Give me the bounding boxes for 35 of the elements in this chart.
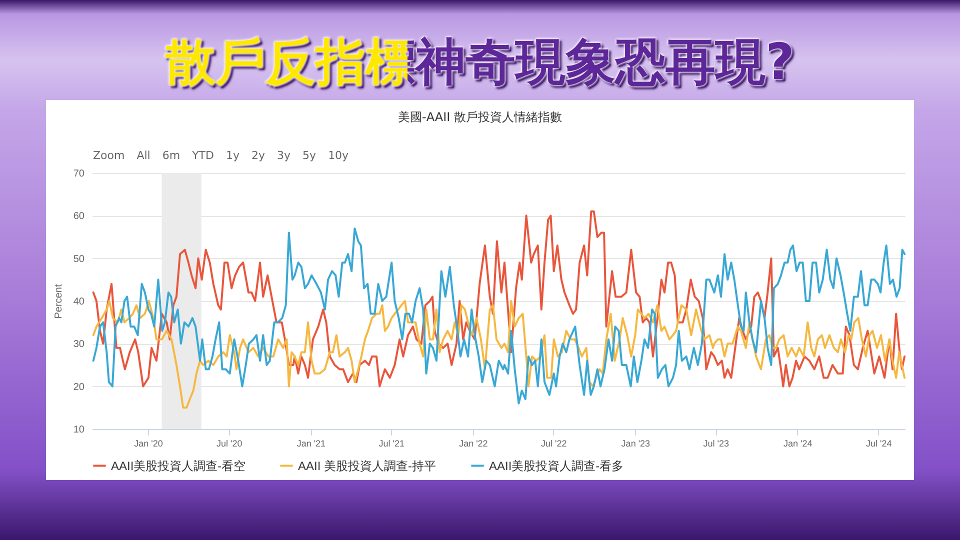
y-tick-label: 30 [73,339,85,350]
x-tick-label: Jan '21 [296,438,326,448]
x-tick-label: Jul '23 [703,438,730,448]
text: 6m [162,149,180,162]
y-tick-label: 70 [73,168,85,180]
text: Zoom [93,149,125,162]
legend-label: AAII美股投資人調查-看多 [489,458,624,473]
text: 5y [302,149,316,162]
chart-subtitle: 美國-AAII 散戶投資人情緒指數 [397,109,563,126]
text: 3y [277,149,291,162]
text: YTD [192,149,214,162]
x-tick-label: Jan '24 [784,438,812,448]
y-axis-title: Percent [53,284,64,319]
y-tick-label: 60 [73,211,85,222]
x-tick-label: Jan '22 [459,438,488,448]
y-tick-label: 20 [73,382,85,393]
x-tick-label: Jul '22 [541,438,567,448]
line-series [92,300,906,409]
line-series [92,227,906,404]
y-tick-label: 10 [73,424,85,436]
y-tick-label: 50 [73,254,85,265]
text: 1y [226,149,240,162]
x-tick-label: Jul '20 [216,438,242,448]
x-tick-label: Jan '20 [134,438,163,448]
text: All [136,149,150,162]
legend-label: AAII 美股投資人調查-持平 [298,458,436,473]
legend-label: AAII美股投資人調查-看空 [111,458,246,473]
text: 10y [328,149,349,162]
line-series [92,210,906,388]
x-tick-label: Jan '23 [621,438,650,448]
text: 2y [252,149,266,162]
chart-title: 散戶反指標神奇現象恐再現? [165,30,794,94]
y-tick-label: 40 [73,296,85,308]
x-tick-label: Jul '21 [378,438,405,448]
x-tick-label: Jul '24 [866,438,892,448]
